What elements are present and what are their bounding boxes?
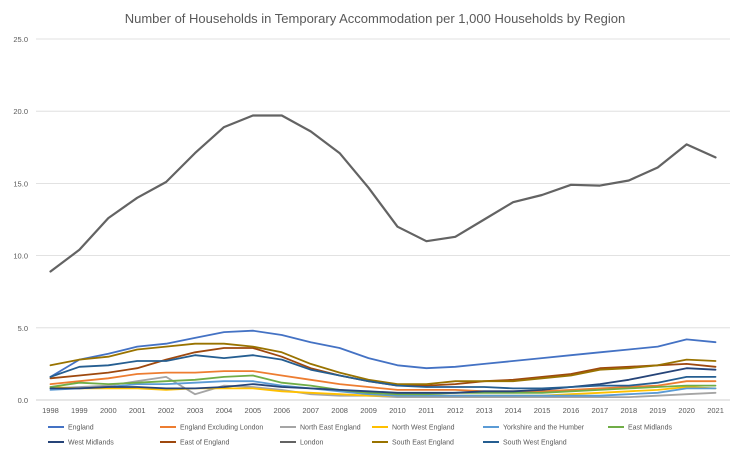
x-tick-label: 2016 xyxy=(563,406,580,415)
series-line xyxy=(49,329,717,378)
x-tick-label: 2008 xyxy=(331,406,348,415)
legend-label: South East England xyxy=(392,440,454,447)
x-tick-label: 2020 xyxy=(678,406,695,415)
legend-label: England Excluding London xyxy=(180,425,263,432)
y-tick-label: 10.0 xyxy=(13,252,28,261)
series-lines xyxy=(49,114,717,399)
x-tick-label: 2001 xyxy=(129,406,146,415)
gridlines xyxy=(36,38,730,401)
x-tick-label: 2015 xyxy=(534,406,551,415)
x-tick-label: 2002 xyxy=(158,406,175,415)
x-tick-label: 2019 xyxy=(649,406,666,415)
x-tick-label: 2011 xyxy=(418,406,434,415)
x-tick-label: 2003 xyxy=(187,406,204,415)
series-line xyxy=(49,370,717,393)
legend-label: East of England xyxy=(180,440,230,447)
x-tick-label: 1999 xyxy=(71,406,88,415)
legend: England England Excluding London North Eas… xyxy=(48,425,672,447)
x-tick-label: 2010 xyxy=(389,406,406,415)
y-tick-label: 25.0 xyxy=(13,35,28,44)
legend-label: London xyxy=(300,440,323,447)
legend-label: East Midlands xyxy=(628,425,672,432)
legend-label: North West England xyxy=(392,425,455,432)
series-line xyxy=(49,342,717,386)
series-line xyxy=(49,367,717,394)
x-tick-label: 2007 xyxy=(302,406,319,415)
x-tick-label: 2018 xyxy=(620,406,637,415)
x-tick-label: 2005 xyxy=(245,406,262,415)
series-line xyxy=(49,354,717,390)
x-tick-label: 2009 xyxy=(360,406,377,415)
y-tick-label: 0.0 xyxy=(18,396,28,405)
legend-label: Yorkshire and the Humber xyxy=(503,425,585,432)
x-tick-label: 2000 xyxy=(100,406,117,415)
x-axis-ticks: 1998 1999 2000 2001 2002 2003 2004 2005 2006 2007… xyxy=(42,406,724,415)
y-tick-label: 5.0 xyxy=(18,324,28,333)
y-tick-label: 20.0 xyxy=(13,107,28,116)
series-line xyxy=(49,380,717,397)
series-line xyxy=(49,374,717,396)
x-tick-label: 2013 xyxy=(476,406,493,415)
legend-label: South West England xyxy=(503,440,567,447)
x-tick-label: 2021 xyxy=(707,406,724,415)
x-tick-label: 2012 xyxy=(447,406,464,415)
legend-label: West Midlands xyxy=(68,440,114,447)
y-tick-label: 15.0 xyxy=(13,179,28,188)
chart-title: Number of Households in Temporary Accomm… xyxy=(125,11,626,26)
x-tick-label: 2017 xyxy=(592,406,609,415)
x-tick-label: 1998 xyxy=(42,406,59,415)
y-axis-ticks: 0.0 5.0 10.0 15.0 20.0 25.0 xyxy=(13,35,28,405)
x-tick-label: 2006 xyxy=(273,406,290,415)
x-tick-label: 2004 xyxy=(216,406,233,415)
series-line xyxy=(49,114,717,273)
legend-label: England xyxy=(68,425,94,432)
legend-label: North East England xyxy=(300,425,361,432)
x-tick-label: 2014 xyxy=(505,406,522,415)
